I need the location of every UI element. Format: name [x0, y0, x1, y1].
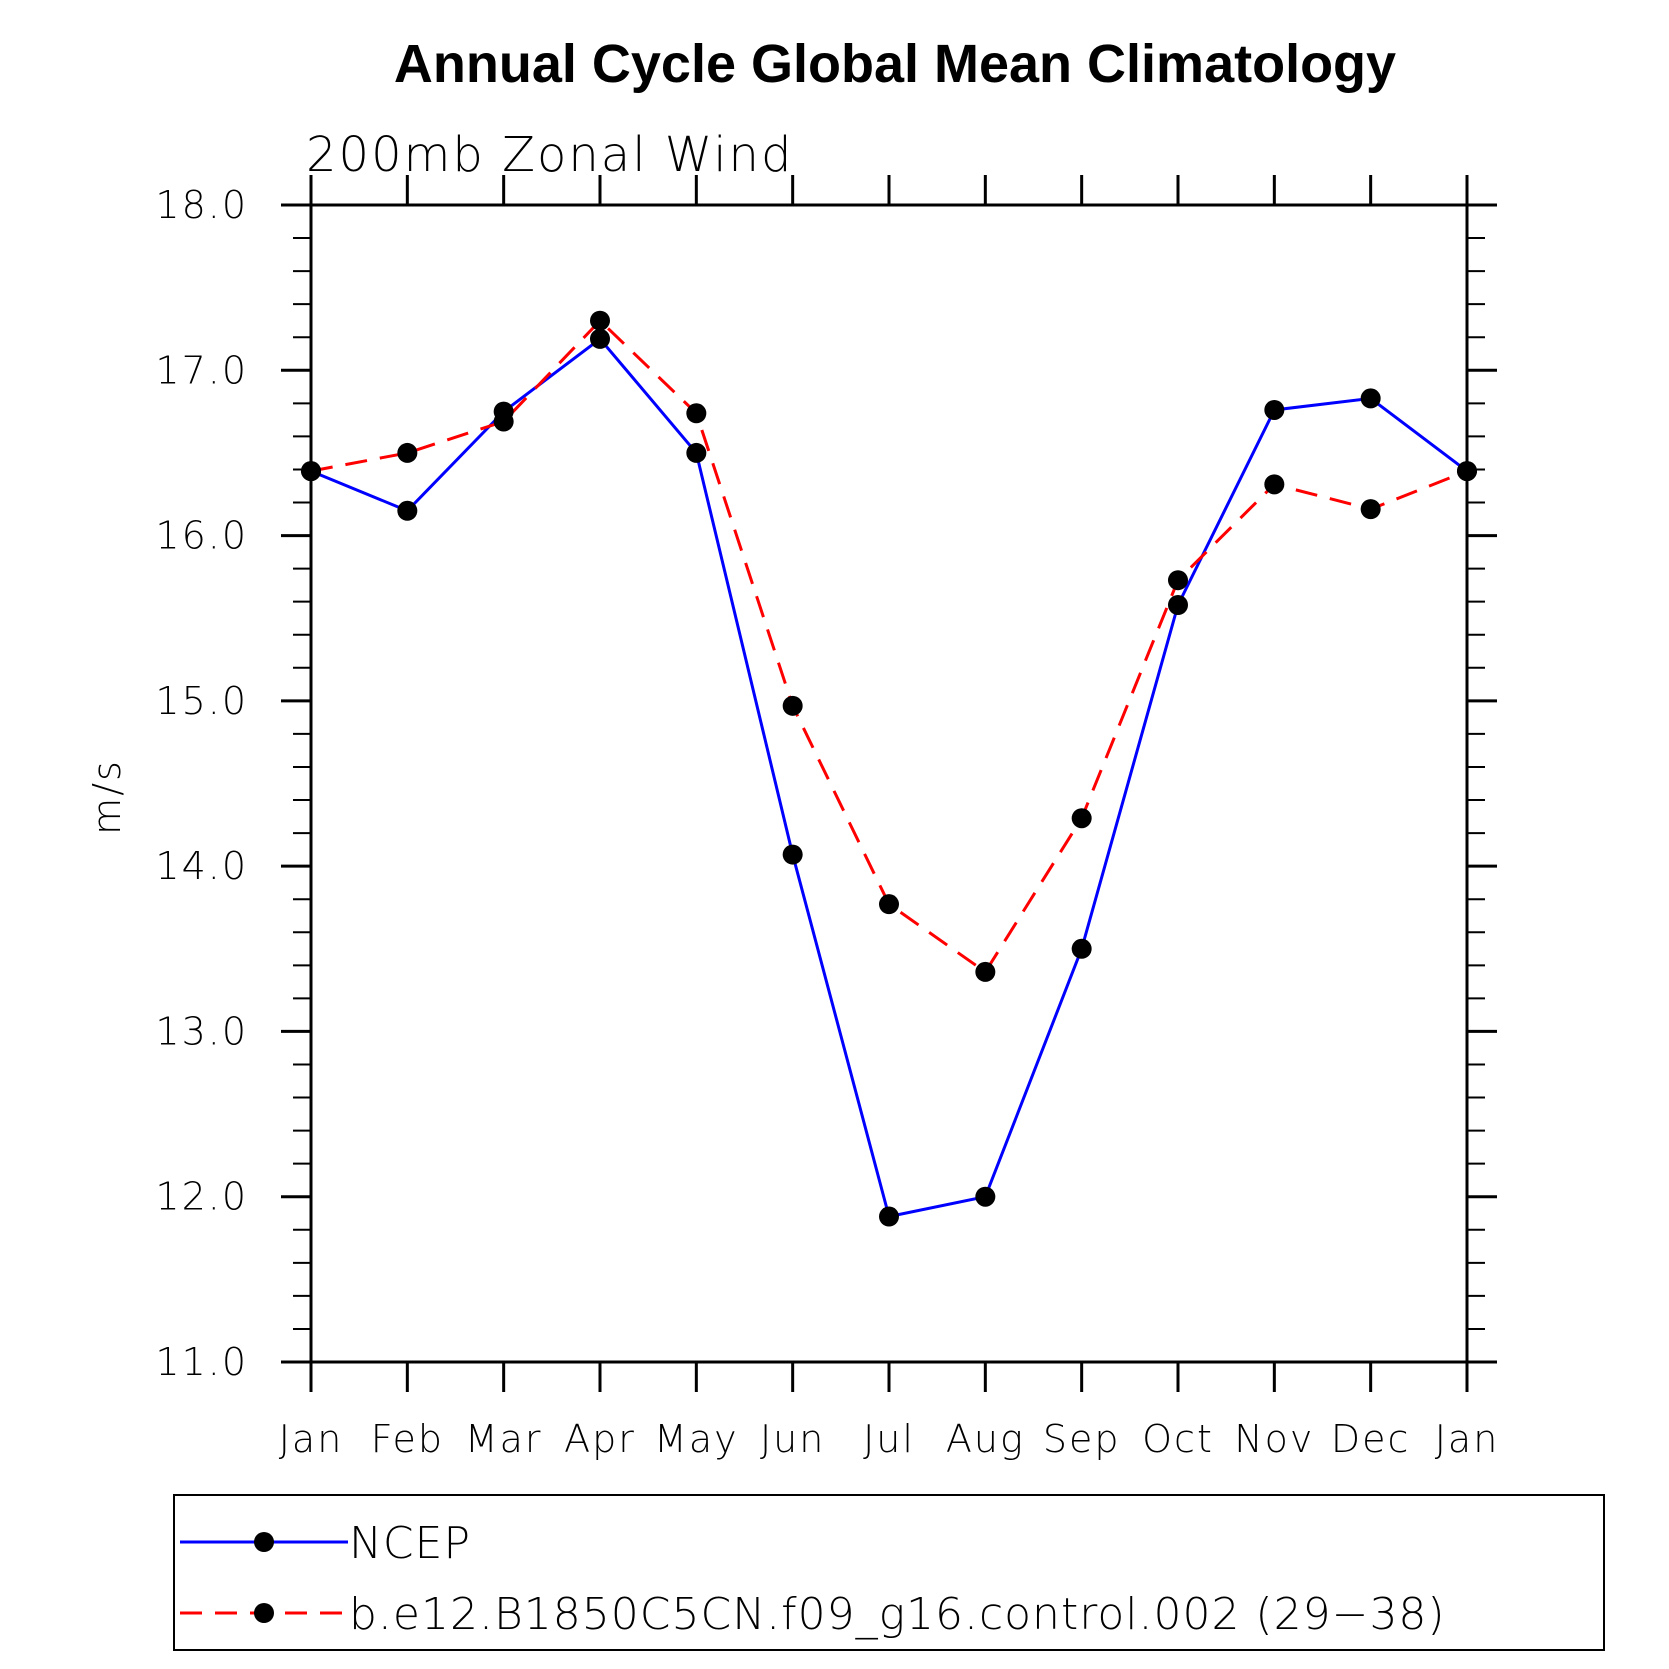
series-line — [310, 318, 1468, 975]
y-tick-label: 13.0 — [155, 1009, 248, 1053]
x-tick-label: Jan — [279, 1417, 344, 1461]
data-point — [1168, 570, 1188, 591]
y-tick-label: 11.0 — [155, 1340, 248, 1384]
data-point — [879, 894, 899, 915]
x-tick-labels: Jan Feb Mar Apr May Jun Jul Aug Sep Oct Nov Dec Jan — [279, 1417, 1500, 1461]
data-point — [397, 500, 418, 521]
x-tick-label: Oct — [1142, 1417, 1214, 1461]
data-point — [975, 961, 996, 982]
plot-frame — [309, 203, 1469, 1364]
x-tick-label: Mar — [465, 1417, 543, 1461]
data-point — [686, 403, 707, 424]
x-tick-label: Jul — [863, 1417, 915, 1461]
data-point — [782, 844, 803, 865]
series-line — [310, 336, 1468, 1219]
data-point — [1457, 461, 1477, 482]
data-point — [879, 1206, 899, 1227]
y-tick-label: 12.0 — [155, 1175, 248, 1219]
legend-marker-ncep — [254, 1532, 274, 1552]
data-point — [1071, 938, 1092, 959]
data-point — [1168, 594, 1188, 615]
y-axis-label: m/s — [85, 759, 129, 835]
legend: NCEP b.e12.B1850C5CN.f09_g16.control.002… — [173, 1494, 1605, 1651]
x-tick-label: May — [654, 1417, 739, 1461]
data-point — [493, 411, 514, 432]
y-tick-label: 15.0 — [155, 679, 248, 723]
legend-box — [173, 1494, 1605, 1651]
series-layer — [301, 310, 1477, 1227]
chart-title: Annual Cycle Global Mean Climatology — [394, 34, 1396, 94]
y-tick-labels: 11.0 12.0 13.0 14.0 15.0 16.0 17.0 18.0 — [155, 183, 248, 1384]
data-point — [782, 695, 803, 716]
x-tick-label: Sep — [1043, 1417, 1121, 1461]
data-point — [1264, 474, 1285, 495]
y-tick-label: 16.0 — [155, 514, 248, 558]
data-point — [397, 442, 418, 463]
x-tick-label: Jan — [1435, 1417, 1500, 1461]
legend-label-ncep: NCEP — [349, 1518, 471, 1569]
y-tick-label: 17.0 — [155, 348, 248, 392]
y-tick-label: 18.0 — [155, 183, 248, 227]
x-tick-label: Feb — [371, 1417, 444, 1461]
data-point — [1360, 499, 1381, 520]
y-tick-label: 14.0 — [155, 844, 248, 888]
data-point — [1360, 388, 1381, 409]
data-point — [590, 310, 610, 331]
chart-subtitle: 200mb Zonal Wind — [306, 127, 793, 183]
x-tick-label: Aug — [946, 1417, 1025, 1461]
legend-marker-model — [254, 1603, 274, 1623]
x-tick-label: Apr — [564, 1417, 636, 1461]
x-tick-label: Nov — [1234, 1417, 1314, 1461]
data-point — [1264, 399, 1285, 420]
data-point — [975, 1186, 996, 1207]
data-point — [590, 328, 610, 349]
data-point — [301, 461, 321, 482]
x-tick-label: Jun — [760, 1417, 825, 1461]
data-point — [1071, 808, 1092, 829]
legend-label-model: b.e12.B1850C5CN.f09_g16.control.002 (29−… — [349, 1589, 1446, 1640]
data-point — [686, 442, 707, 463]
x-tick-label: Dec — [1331, 1417, 1411, 1461]
axis-ticks — [281, 175, 1497, 1392]
